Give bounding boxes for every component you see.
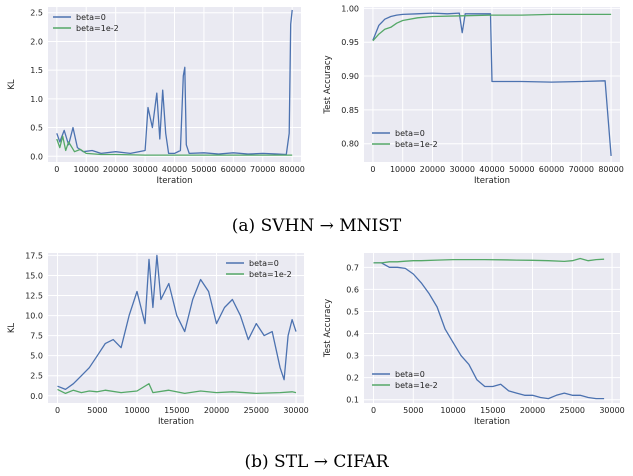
svhn-kl-x-axis-label: Iteration — [156, 176, 192, 186]
stl-kl-y-tick-label: 0.0 — [30, 392, 43, 401]
stl-kl-x-tick-label: 0 — [55, 406, 60, 415]
svhn-acc-legend-label-beta0: beta=0 — [395, 129, 425, 138]
stl-kl-y-tick-label: 12.5 — [25, 292, 43, 301]
stl-acc-legend-label-beta1e2: beta=1e-2 — [395, 381, 438, 390]
stl-kl-legend-label-beta0: beta=0 — [249, 259, 279, 268]
stl-kl-y-tick-label: 7.5 — [30, 332, 43, 341]
stl-kl-y-axis-label: KL — [7, 323, 17, 334]
stl-kl-x-tick-label: 25000 — [244, 406, 269, 415]
svhn-acc-x-tick-label: 80000 — [598, 165, 623, 174]
svhn-kl-series-line-beta1e2 — [56, 135, 293, 156]
svhn-kl-y-tick-label: 0.0 — [30, 152, 43, 161]
stl-acc-y-tick-label: 0.4 — [346, 330, 359, 339]
caption-a: (a) SVHN → MNIST — [232, 216, 402, 236]
svhn-kl-plot: 0 10000 20000 30000 40000 50000 60000 70000 8000… — [7, 7, 305, 186]
svhn-acc-x-axis-label: Iteration — [474, 176, 510, 186]
svhn-acc-x-tick-label: 20000 — [420, 165, 445, 174]
svhn-acc-y-tick-label: 0.80 — [341, 140, 359, 149]
svhn-kl-x-tick-label: 10000 — [74, 165, 99, 174]
caption-b: (b) STL → CIFAR — [245, 452, 390, 472]
svhn-acc-x-tick-label: 60000 — [539, 165, 564, 174]
stl-kl-y-tick-label: 10.0 — [25, 312, 43, 321]
stl-kl-x-tick-label: 15000 — [164, 406, 189, 415]
svhn-accuracy-plot: 0 10000 20000 30000 40000 50000 60000 70000 8000… — [323, 4, 624, 186]
stl-acc-y-tick-label: 0.7 — [346, 263, 359, 272]
stl-kl-plot: 0 5000 10000 15000 20000 25000 30000 0.0 2.5 5.0 7… — [7, 251, 309, 427]
svhn-acc-y-axis-label: Test Accuracy — [323, 55, 333, 114]
svhn-acc-x-tick-label: 10000 — [390, 165, 415, 174]
stl-kl-y-tick-label: 15.0 — [25, 271, 43, 280]
stl-acc-legend-label-beta0: beta=0 — [395, 370, 425, 379]
stl-kl-series-line-beta0 — [57, 254, 297, 391]
svhn-kl-legend-label-beta1e2: beta=1e-2 — [76, 24, 119, 33]
stl-acc-y-tick-label: 0.3 — [346, 352, 359, 361]
svhn-acc-series-line-beta1e2 — [372, 13, 612, 42]
svhn-kl-y-tick-label: 0.5 — [30, 124, 43, 133]
svhn-kl-legend-label-beta0: beta=0 — [76, 13, 106, 22]
svhn-kl-x-tick-label: 60000 — [221, 165, 246, 174]
stl-acc-x-tick-label: 15000 — [480, 406, 505, 415]
stl-kl-y-tick-label: 17.5 — [25, 251, 43, 260]
svhn-kl-x-tick-label: 40000 — [162, 165, 187, 174]
stl-kl-x-tick-label: 5000 — [87, 406, 107, 415]
stl-kl-y-tick-label: 5.0 — [30, 352, 43, 361]
svhn-acc-y-tick-label: 0.85 — [341, 106, 359, 115]
stl-acc-x-tick-label: 25000 — [560, 406, 585, 415]
stl-acc-x-tick-label: 30000 — [599, 406, 624, 415]
stl-acc-y-tick-label: 0.5 — [346, 307, 359, 316]
svhn-acc-series-line-beta0 — [372, 12, 612, 156]
svhn-acc-x-tick-label: 50000 — [509, 165, 534, 174]
stl-acc-x-tick-label: 0 — [371, 406, 376, 415]
stl-kl-plot-area — [48, 253, 304, 403]
svhn-kl-y-tick-label: 2.0 — [30, 37, 43, 46]
stl-acc-series-line-beta1e2 — [373, 257, 605, 264]
stl-acc-x-tick-label: 20000 — [520, 406, 545, 415]
stl-kl-x-tick-label: 10000 — [124, 406, 149, 415]
svhn-acc-y-tick-label: 1.00 — [341, 4, 359, 13]
stl-kl-x-tick-label: 30000 — [283, 406, 308, 415]
stl-kl-x-axis-label: Iteration — [158, 417, 194, 427]
svhn-kl-y-axis-label: KL — [7, 79, 17, 90]
stl-kl-x-tick-label: 20000 — [204, 406, 229, 415]
svhn-kl-x-tick-label: 0 — [54, 165, 59, 174]
svhn-kl-x-tick-label: 70000 — [250, 165, 275, 174]
stl-acc-y-tick-label: 0.6 — [346, 285, 359, 294]
stl-acc-y-tick-label: 0.2 — [346, 374, 359, 383]
svhn-acc-legend-label-beta1e2: beta=1e-2 — [395, 140, 438, 149]
svhn-kl-x-tick-label: 20000 — [103, 165, 128, 174]
stl-acc-x-axis-label: Iteration — [474, 417, 510, 427]
svhn-kl-x-tick-label: 30000 — [132, 165, 157, 174]
stl-acc-x-tick-label: 10000 — [440, 406, 465, 415]
svhn-acc-x-tick-label: 30000 — [450, 165, 475, 174]
stl-kl-legend-label-beta1e2: beta=1e-2 — [249, 270, 292, 279]
svhn-kl-y-tick-label: 1.0 — [30, 95, 43, 104]
svhn-acc-y-tick-label: 0.95 — [341, 38, 359, 47]
stl-acc-x-tick-label: 5000 — [403, 406, 423, 415]
svhn-acc-x-tick-label: 40000 — [479, 165, 504, 174]
svhn-kl-y-tick-label: 1.5 — [30, 66, 43, 75]
svhn-kl-x-tick-label: 50000 — [191, 165, 216, 174]
stl-accuracy-plot: 0 5000 10000 15000 20000 25000 30000 0.1 0.2 0.3 0… — [323, 253, 625, 427]
stl-acc-y-tick-label: 0.1 — [346, 396, 359, 405]
svhn-acc-x-tick-label: 0 — [370, 165, 375, 174]
svhn-kl-x-tick-label: 80000 — [279, 165, 304, 174]
stl-acc-y-axis-label: Test Accuracy — [323, 299, 333, 358]
stl-kl-series-line-beta1e2 — [57, 383, 297, 395]
stl-kl-y-tick-label: 2.5 — [30, 372, 43, 381]
svhn-acc-x-tick-label: 70000 — [569, 165, 594, 174]
stl-acc-series-line-beta0 — [373, 262, 605, 400]
svhn-acc-y-tick-label: 0.90 — [341, 72, 359, 81]
svhn-kl-y-tick-label: 2.5 — [30, 9, 43, 18]
